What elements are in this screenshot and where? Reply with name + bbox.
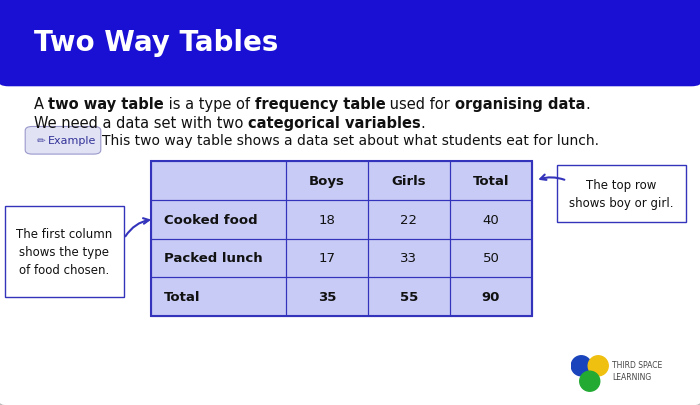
Text: A: A — [34, 97, 48, 112]
Text: 40: 40 — [482, 213, 499, 226]
Text: Example: Example — [48, 136, 96, 146]
Text: frequency table: frequency table — [255, 97, 385, 112]
Text: The first column
shows the type
of food chosen.: The first column shows the type of food … — [16, 228, 113, 277]
Text: .: . — [585, 97, 590, 112]
Text: is a type of: is a type of — [164, 97, 255, 112]
Text: 33: 33 — [400, 252, 417, 265]
Text: two way table: two way table — [48, 97, 164, 112]
Circle shape — [571, 356, 592, 376]
Text: 22: 22 — [400, 213, 417, 226]
Text: 50: 50 — [482, 252, 499, 265]
Text: The top row
shows boy or girl.: The top row shows boy or girl. — [569, 179, 673, 210]
Text: This two way table shows a data set about what students eat for lunch.: This two way table shows a data set abou… — [102, 134, 599, 148]
Text: 55: 55 — [400, 290, 418, 303]
Text: categorical variables: categorical variables — [248, 116, 420, 131]
Text: THIRD SPACE
LEARNING: THIRD SPACE LEARNING — [612, 360, 663, 381]
Text: .: . — [420, 116, 425, 131]
Circle shape — [588, 356, 608, 376]
Text: Two Way Tables: Two Way Tables — [34, 30, 278, 57]
Text: 17: 17 — [318, 252, 335, 265]
Text: Cooked food: Cooked food — [164, 213, 258, 226]
Text: used for: used for — [385, 97, 455, 112]
Circle shape — [580, 371, 600, 391]
Text: organising data: organising data — [455, 97, 585, 112]
Text: Total: Total — [473, 175, 509, 188]
Text: We need a data set with two: We need a data set with two — [34, 116, 248, 131]
Text: 18: 18 — [318, 213, 335, 226]
Text: Total: Total — [164, 290, 200, 303]
Text: 90: 90 — [482, 290, 500, 303]
Text: Girls: Girls — [392, 175, 426, 188]
Text: 35: 35 — [318, 290, 336, 303]
Text: Boys: Boys — [309, 175, 345, 188]
Text: Packed lunch: Packed lunch — [164, 252, 262, 265]
Text: ✏: ✏ — [37, 136, 46, 146]
